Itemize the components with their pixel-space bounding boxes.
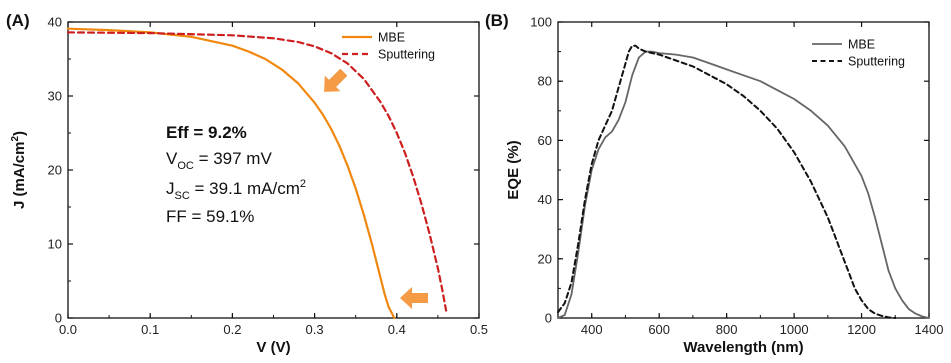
series-line-sputtering — [66, 31, 448, 312]
annotation-voc: VOC = 397 mV — [166, 149, 272, 172]
x-tick-label: 800 — [716, 322, 738, 337]
y-tick-label: 30 — [48, 89, 62, 104]
x-tick-label: 600 — [648, 322, 670, 337]
panel-label: (B) — [485, 11, 509, 30]
x-axis-label: V (V) — [256, 339, 290, 356]
annotation-jsc-value: = 39.1 mA/cm — [190, 179, 300, 198]
y-tick-label: 20 — [48, 163, 62, 178]
x-tick-label: 0.2 — [223, 322, 241, 337]
legend-label: Sputtering — [848, 55, 905, 69]
panel-a-jv-chart: 0.0 0.1 0.2 0.3 0.4 0.5 0 10 20 30 40 MBE Sputtering… — [6, 11, 488, 356]
legend-label: MBE — [848, 38, 875, 52]
legend-label: Sputtering — [378, 48, 435, 62]
series-line-mbe — [66, 27, 396, 320]
y-tick-label: 80 — [538, 74, 552, 89]
x-tick-label: 0.0 — [59, 322, 77, 337]
annotation-efficiency: Eff = 9.2% — [166, 123, 247, 142]
annotation-voc-symbol: V — [166, 149, 178, 168]
y-tick-label: 0 — [545, 311, 552, 326]
panel-label: (A) — [6, 11, 30, 30]
legend-label: MBE — [378, 31, 405, 45]
y-tick-label: 0 — [55, 311, 62, 326]
x-tick-label: 400 — [581, 322, 603, 337]
series-line-mbe — [557, 50, 930, 319]
x-tick-label: 0.3 — [306, 322, 324, 337]
y-axis-label: EQE (%) — [505, 140, 522, 199]
annotation-voc-value: = 397 mV — [194, 149, 273, 168]
arrow-pointing-to-voc-icon — [400, 287, 428, 309]
y-axis-label: J (mA/cm2) — [10, 131, 28, 209]
y-axis-label-superscript: 2 — [10, 136, 21, 142]
y-axis-label-main: J (mA/cm — [11, 142, 28, 210]
annotation-jsc-symbol: J — [166, 179, 175, 198]
y-tick-label: 40 — [48, 15, 62, 30]
y-tick-label: 60 — [538, 133, 552, 148]
x-tick-label: 1200 — [847, 322, 876, 337]
plot-frame — [67, 21, 480, 319]
y-tick-label: 10 — [48, 237, 62, 252]
arrow-pointing-to-curve-icon — [324, 68, 348, 92]
annotation-jsc: JSC = 39.1 mA/cm2 — [166, 178, 306, 202]
x-axis-label: Wavelength (nm) — [683, 339, 803, 356]
panel-b-eqe-chart: 400 600 800 1000 1200 1400 0 20 40 60 80 100 MBE Sput… — [485, 11, 943, 356]
x-tick-label: 0.5 — [470, 322, 488, 337]
series-line-sputtering — [557, 44, 897, 319]
y-tick-label: 100 — [530, 15, 552, 30]
x-tick-label: 0.1 — [141, 322, 159, 337]
x-tick-label: 1400 — [915, 322, 944, 337]
x-tick-label: 0.4 — [388, 322, 406, 337]
annotation-jsc-subscript: SC — [175, 190, 190, 202]
y-tick-label: 40 — [538, 192, 552, 207]
y-tick-label: 20 — [538, 251, 552, 266]
y-axis-label-tail: ) — [11, 131, 28, 136]
annotation-jsc-superscript: 2 — [300, 178, 306, 190]
annotation-voc-subscript: OC — [177, 160, 194, 172]
annotation-ff: FF = 59.1% — [166, 207, 254, 226]
x-tick-label: 1000 — [780, 322, 809, 337]
